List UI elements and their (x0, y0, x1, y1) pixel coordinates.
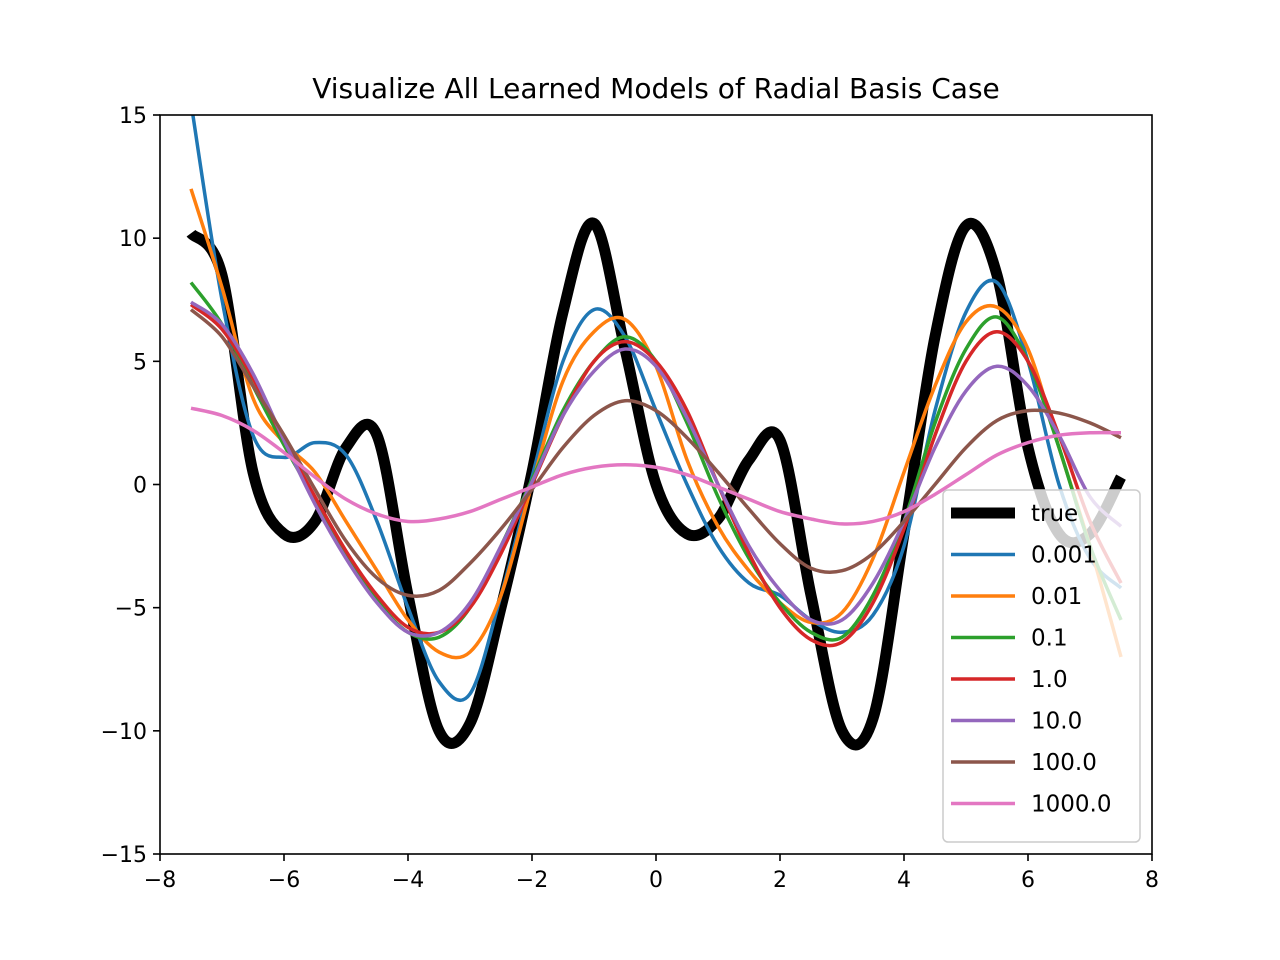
x-axis: −8 −6 −4 −2 0 2 4 6 8 (144, 854, 1159, 893)
legend-label-1: 0.001 (1031, 543, 1097, 569)
legend-label-6: 100.0 (1031, 750, 1097, 776)
series-line-7 (190, 406, 1122, 526)
x-tick-label: −2 (516, 868, 548, 893)
legend-label-2: 0.01 (1031, 584, 1082, 610)
series-line-4 (189, 303, 1123, 648)
legend-label-4: 1.0 (1031, 667, 1068, 693)
y-tick-label: 15 (119, 104, 147, 129)
y-tick-label: 0 (133, 474, 147, 499)
x-tick-label: 2 (773, 868, 787, 893)
x-tick-label: −8 (144, 868, 176, 893)
x-tick-label: 0 (649, 868, 663, 893)
x-tick-label: 8 (1145, 868, 1159, 893)
series-line-5 (189, 300, 1123, 638)
legend: true 0.001 0.01 0.1 1.0 10.0 100.0 1000.0 (942, 489, 1141, 843)
y-tick-label: −5 (115, 597, 147, 622)
y-tick-label: −15 (101, 843, 147, 868)
legend-label-5: 10.0 (1031, 709, 1082, 735)
legend-label-3: 0.1 (1031, 626, 1068, 652)
series-line-6 (189, 308, 1122, 598)
legend-box (942, 489, 1141, 843)
x-tick-label: −4 (392, 868, 424, 893)
y-tick-label: 5 (133, 350, 147, 375)
series-line-1 (191, 115, 1123, 702)
series-layer (186, 115, 1126, 751)
y-axis: −15 −10 −5 0 5 10 15 (101, 104, 160, 868)
x-tick-label: −6 (268, 868, 300, 893)
y-tick-label: 10 (119, 227, 147, 252)
y-tick-label: −10 (101, 720, 147, 745)
x-tick-label: 6 (1021, 868, 1035, 893)
legend-label-0: true (1031, 501, 1078, 527)
x-tick-label: 4 (897, 868, 911, 893)
series-line-2 (189, 188, 1123, 660)
legend-label-7: 1000.0 (1031, 792, 1111, 818)
chart-title: Visualize All Learned Models of Radial B… (312, 72, 1000, 105)
